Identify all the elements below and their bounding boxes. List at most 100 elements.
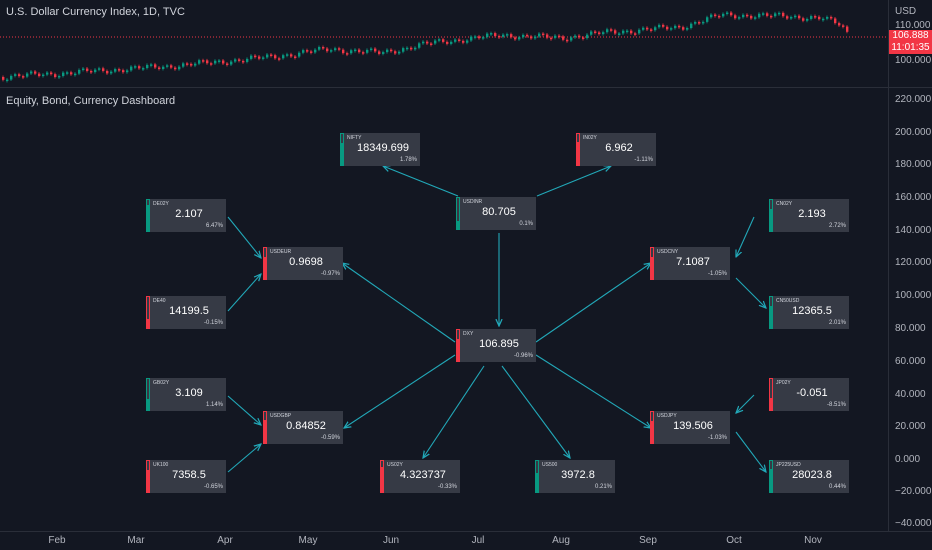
candle xyxy=(370,48,373,51)
candle xyxy=(746,14,749,17)
ticker-change: 1.14% xyxy=(205,402,223,408)
price-tick: 100.000 xyxy=(895,55,932,66)
ticker-value: 7.1087 xyxy=(676,256,710,268)
level-bar xyxy=(576,133,580,166)
candle xyxy=(46,72,49,75)
ticker-box-dxy: DXY 106.895 -0.96% xyxy=(456,329,536,362)
candle xyxy=(134,66,137,68)
connector-arrow xyxy=(736,394,755,413)
level-bar xyxy=(146,296,150,329)
candle xyxy=(710,14,713,18)
candle xyxy=(222,60,225,64)
candle xyxy=(502,34,505,37)
candle xyxy=(218,60,221,62)
level-bar-fill xyxy=(770,397,772,410)
candle xyxy=(818,16,821,20)
ticker-box-nifty: NIFTY 18349.699 1.78% xyxy=(340,133,420,166)
panel-tick: 20.000 xyxy=(895,421,926,432)
level-bar xyxy=(769,378,773,411)
candle xyxy=(842,25,845,27)
pane-separator[interactable] xyxy=(0,87,932,88)
candle xyxy=(94,69,97,73)
level-bar xyxy=(769,460,773,493)
candle xyxy=(390,49,393,52)
candle xyxy=(298,52,301,57)
candle xyxy=(474,36,477,38)
connector-arrow xyxy=(536,166,611,197)
level-bar-fill xyxy=(341,143,343,165)
candle xyxy=(122,70,125,73)
level-bar-fill xyxy=(457,221,459,229)
candle xyxy=(338,48,341,50)
candle xyxy=(394,51,397,54)
candle xyxy=(678,25,681,28)
candle xyxy=(658,24,661,28)
ticker-box-jp02y: JP02Y -0.051 -8.51% xyxy=(769,378,849,411)
ticker-value: 7358.5 xyxy=(172,469,206,481)
level-bar xyxy=(535,460,539,493)
candle xyxy=(514,37,517,40)
candle xyxy=(58,75,61,78)
candle xyxy=(534,36,537,39)
candle xyxy=(306,50,309,52)
ticker-change: 1.78% xyxy=(399,157,417,163)
ticker-box-de40: DE40 14199.5 -0.15% xyxy=(146,296,226,329)
ticker-change: 2.01% xyxy=(828,320,846,326)
candle xyxy=(350,50,353,54)
ticker-change: 2.72% xyxy=(828,223,846,229)
level-bar xyxy=(769,199,773,232)
candle xyxy=(442,39,445,42)
candle xyxy=(406,47,409,50)
ticker-value: 2.107 xyxy=(175,208,203,220)
candle xyxy=(834,18,837,24)
candle xyxy=(254,55,257,58)
candle xyxy=(498,35,501,38)
candle xyxy=(602,32,605,35)
candle xyxy=(542,33,545,36)
ticker-box-usdinr: USDINR 80.705 0.1% xyxy=(456,197,536,230)
candle xyxy=(202,60,205,62)
candle xyxy=(190,63,193,66)
ticker-box-usdjpy: USDJPY 139.506 -1.03% xyxy=(650,411,730,444)
level-bar-fill xyxy=(651,257,653,279)
candle xyxy=(114,69,117,72)
level-bar xyxy=(340,133,344,166)
ticker-box-cn02y: CN02Y 2.193 2.72% xyxy=(769,199,849,232)
candle xyxy=(398,51,401,54)
candle xyxy=(742,14,745,18)
last-price: 106.888 xyxy=(892,30,929,41)
ticker-box-uk100: UK100 7358.5 -0.65% xyxy=(146,460,226,493)
candle xyxy=(762,13,765,15)
ticker-symbol: UK100 xyxy=(153,462,169,468)
ticker-value: 3972.8 xyxy=(561,469,595,481)
ticker-value: 18349.699 xyxy=(357,142,409,154)
level-bar xyxy=(146,199,150,232)
candle xyxy=(86,68,89,71)
candle xyxy=(562,36,565,40)
candle xyxy=(626,30,629,33)
panel-tick: −20.000 xyxy=(895,486,932,497)
level-bar xyxy=(263,411,267,444)
candle xyxy=(666,26,669,30)
candle xyxy=(418,43,421,48)
candle xyxy=(690,23,693,29)
candle xyxy=(30,71,33,74)
candle xyxy=(26,73,29,77)
ticker-symbol: DXY xyxy=(463,331,474,337)
candle xyxy=(334,48,337,51)
ticker-symbol: USDJPY xyxy=(657,413,677,419)
candle xyxy=(446,41,449,44)
candle xyxy=(294,56,297,58)
price-candlestick-chart[interactable] xyxy=(0,0,888,87)
level-bar xyxy=(146,378,150,411)
candle xyxy=(546,34,549,38)
level-bar xyxy=(456,197,460,230)
candle xyxy=(510,34,513,38)
candle xyxy=(178,66,181,70)
candle xyxy=(18,74,21,77)
candle xyxy=(606,29,609,33)
ticker-value: 2.193 xyxy=(798,208,826,220)
level-bar xyxy=(456,329,460,362)
connector-arrow xyxy=(735,277,766,308)
connector-arrow xyxy=(342,263,456,343)
